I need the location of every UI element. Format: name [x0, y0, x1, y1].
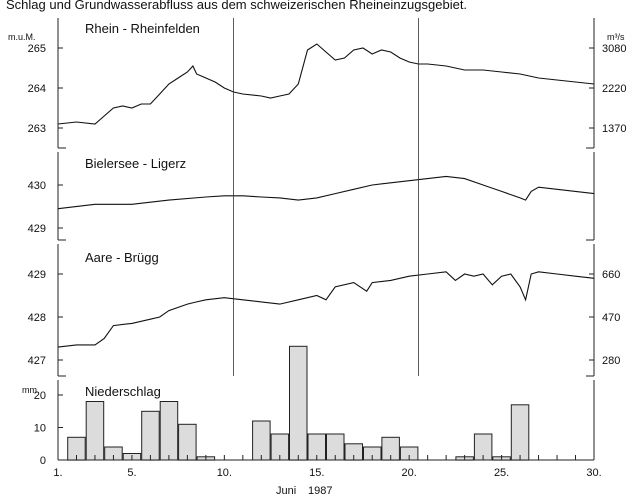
- series-line: [57, 175, 595, 210]
- x-axis-year-label: 1987: [308, 485, 332, 497]
- day-markers: [233, 18, 419, 376]
- series-line: [57, 271, 595, 348]
- right-tick-label: 470: [602, 312, 620, 324]
- x-tick-label: 25.: [494, 467, 509, 479]
- y-tick-label: 427: [28, 355, 46, 367]
- precip-bar: [289, 345, 308, 461]
- x-axis-month-label: Juni: [276, 485, 296, 497]
- panel-niederschlag: mm Niederschlag 0 10 20: [22, 345, 595, 467]
- panel-bielersee: Bielersee - Ligerz 429 430: [28, 152, 595, 241]
- precip-bar: [159, 401, 179, 461]
- bielersee-title: Bielersee - Ligerz: [85, 156, 186, 171]
- rhein-title: Rhein - Rheinfelden: [85, 21, 200, 36]
- y-tick-label: 263: [28, 123, 46, 135]
- x-axis: 1. 5. 10. 15. 20. 25. 30.: [53, 455, 602, 479]
- x-tick-label: 10.: [217, 467, 232, 479]
- rhein-plot: 263 264 265 1370 2220 3080: [28, 18, 626, 149]
- y-tick-label: 429: [28, 269, 46, 281]
- x-tick-label: 20.: [402, 467, 417, 479]
- x-tick-label: 5.: [127, 467, 136, 479]
- niederschlag-title: Niederschlag: [85, 384, 161, 399]
- y-tick-label: 10: [34, 423, 46, 435]
- panel-rhein: m.u.M. m³/s Rhein - Rheinfelden 26326426…: [8, 18, 626, 149]
- y-tick-label: 264: [28, 83, 46, 95]
- right-tick-label: 1370: [602, 123, 626, 135]
- x-tick-label: 15.: [309, 467, 324, 479]
- y-tick-label: 0: [40, 455, 46, 467]
- precip-bar: [178, 423, 197, 461]
- precip-bar: [252, 420, 271, 461]
- precip-bar: [510, 404, 530, 461]
- right-tick-label: 280: [602, 355, 620, 367]
- panel-aare: Aare - Brügg 427 428 429 280 470 660: [28, 244, 620, 377]
- y-tick-label: 430: [28, 180, 46, 192]
- y-tick-label: 428: [28, 312, 46, 324]
- bielersee-plot: 429 430: [28, 152, 595, 241]
- niederschlag-unit: mm: [22, 385, 37, 395]
- y-tick-label: 20: [34, 390, 46, 402]
- x-tick-label: 30.: [586, 467, 601, 479]
- niederschlag-plot: 0 10 20: [34, 345, 595, 467]
- y-tick-label: 265: [28, 43, 46, 55]
- rhein-right-unit: m³/s: [607, 32, 625, 42]
- right-tick-label: 660: [602, 269, 620, 281]
- right-tick-label: 2220: [602, 83, 626, 95]
- caption-top: Schlag und Grundwasserabfluss aus dem sc…: [6, 0, 467, 12]
- precip-bar: [85, 401, 105, 461]
- x-tick-label: 1.: [53, 467, 62, 479]
- y-tick-label: 429: [28, 223, 46, 235]
- rhein-left-unit: m.u.M.: [8, 32, 36, 42]
- aare-title: Aare - Brügg: [85, 250, 159, 265]
- precip-bar: [141, 410, 160, 461]
- aare-plot: 427 428 429 280 470 660: [28, 244, 620, 377]
- right-tick-label: 3080: [602, 43, 626, 55]
- series-line: [57, 43, 595, 125]
